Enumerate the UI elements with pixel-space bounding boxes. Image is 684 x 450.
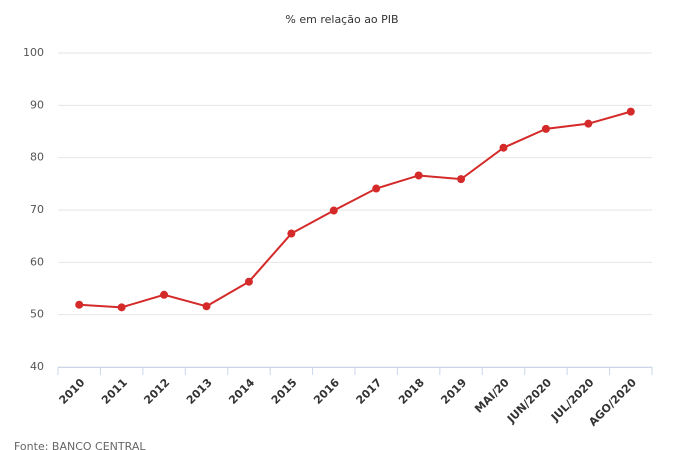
x-tick-label: 2014 <box>226 376 257 407</box>
point <box>372 184 381 193</box>
x-tick-label: 2013 <box>184 376 215 407</box>
point <box>457 175 466 184</box>
x-tick-label: 2011 <box>99 376 130 407</box>
point <box>244 277 253 286</box>
source: Fonte: BANCO CENTRAL <box>14 440 146 450</box>
point <box>626 107 635 116</box>
point <box>584 119 593 128</box>
point <box>414 171 423 180</box>
line <box>79 110 632 309</box>
x-tick-label: 2017 <box>354 376 385 407</box>
y-tick-label: 60 <box>30 255 44 268</box>
point <box>160 290 169 299</box>
x-tick-label: 2010 <box>57 376 88 407</box>
y-tick-label: 70 <box>30 203 44 216</box>
x-tick-label: 2012 <box>141 376 172 407</box>
y-tick-label: 90 <box>30 98 44 111</box>
point <box>541 124 550 133</box>
x-tick-label: 2019 <box>438 376 469 407</box>
point <box>329 206 338 215</box>
point <box>499 143 508 152</box>
x-tick-label: 2015 <box>269 376 300 407</box>
point <box>287 229 296 238</box>
y-tick-label: 100 <box>23 46 44 59</box>
point <box>117 303 126 312</box>
y-tick-label: 50 <box>30 308 44 321</box>
point <box>202 302 211 311</box>
x-tick-label: MAI/20 <box>472 376 512 416</box>
y-tick-label: 40 <box>30 360 44 373</box>
x-tick-label: JUN/2020 <box>504 376 554 426</box>
chart-title: % em relação ao PIB <box>285 13 398 26</box>
y-tick-label: 80 <box>30 151 44 164</box>
x-tick-label: 2018 <box>396 376 427 407</box>
x-tick-label: 2016 <box>311 376 342 407</box>
point <box>75 300 84 309</box>
